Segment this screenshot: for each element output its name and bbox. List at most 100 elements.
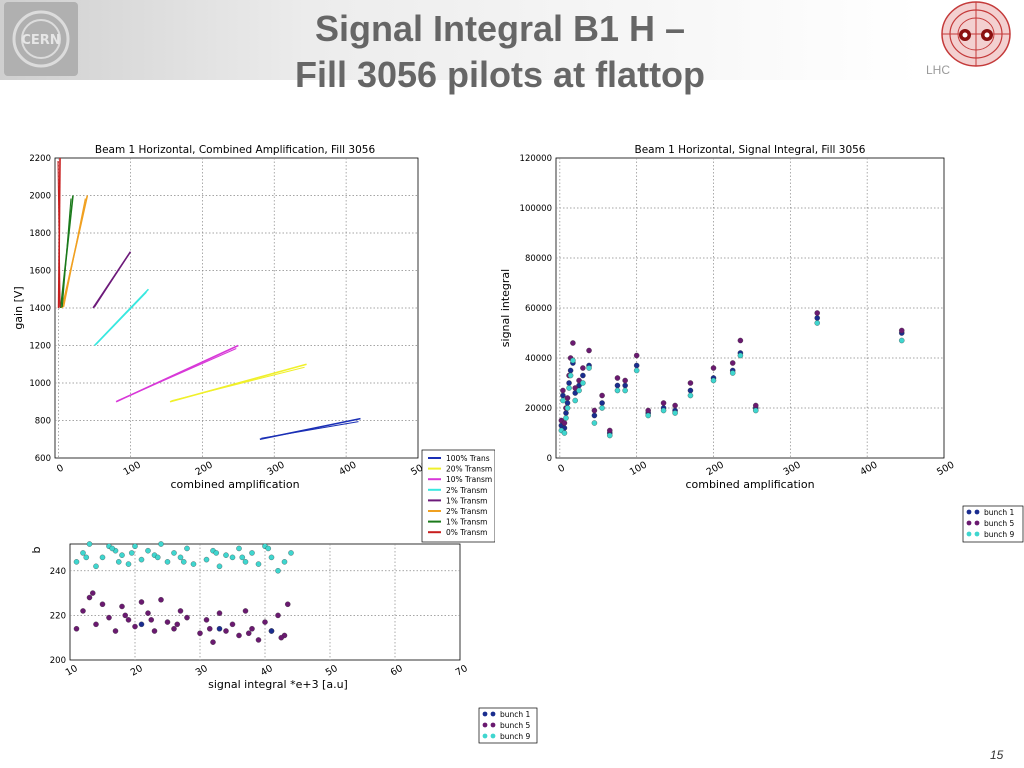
data-point xyxy=(229,621,236,628)
y-tick-label: 100000 xyxy=(520,204,552,214)
data-point xyxy=(275,568,281,574)
y-tick-label: 220 xyxy=(50,611,66,621)
y-tick-label: 1200 xyxy=(29,342,51,352)
data-point xyxy=(599,405,605,411)
data-point xyxy=(138,621,145,628)
x-tick-label: 20 xyxy=(129,663,145,679)
x-axis-label: signal integral *e+3 [a.u] xyxy=(208,678,348,691)
data-point xyxy=(125,561,132,567)
data-point xyxy=(216,626,223,632)
data-point xyxy=(171,550,177,556)
data-point xyxy=(560,387,566,394)
data-point xyxy=(622,387,628,394)
legend-marker xyxy=(490,733,496,739)
data-point xyxy=(580,372,586,379)
data-point xyxy=(567,372,574,379)
data-point xyxy=(660,400,667,406)
data-point xyxy=(213,550,219,556)
x-tick-labels: 0 100 200 300 400 500 xyxy=(55,460,430,479)
title-line-2: Fill 3056 pilots at flattop xyxy=(294,54,706,95)
data-point xyxy=(177,608,184,614)
data-point xyxy=(561,420,568,426)
data-point xyxy=(99,554,106,561)
data-point xyxy=(262,619,268,625)
data-point xyxy=(281,559,288,565)
y-axis-label: gain [V] xyxy=(12,286,25,329)
data-point xyxy=(177,554,184,561)
chart-title: Beam 1 Horizontal, Combined Amplificatio… xyxy=(95,144,376,156)
legend-label: 0% Transm xyxy=(446,528,487,537)
data-point xyxy=(210,639,216,645)
data-point xyxy=(687,392,694,399)
legend: bunch 1 bunch 5 bunch 9 xyxy=(478,707,538,744)
data-point xyxy=(236,632,242,639)
series-line-return xyxy=(94,254,129,308)
grid xyxy=(556,158,944,458)
data-point xyxy=(119,552,125,558)
data-point xyxy=(633,362,640,369)
y-tick-label: 1800 xyxy=(29,229,51,239)
legend-box xyxy=(962,505,1024,543)
x-tick-label: 60 xyxy=(389,663,405,679)
data-point xyxy=(710,365,717,371)
legend-box xyxy=(421,449,495,543)
data-point xyxy=(622,382,628,389)
data-point xyxy=(275,612,281,619)
data-point xyxy=(288,550,294,556)
data-point xyxy=(560,397,566,404)
gain-chart: Beam 1 Horizontal, Combined Amplificatio… xyxy=(12,144,495,543)
legend-marker xyxy=(966,531,972,537)
y-tick-label: 200 xyxy=(50,656,66,666)
data-point xyxy=(814,315,820,321)
data-point xyxy=(563,415,569,421)
data-point xyxy=(814,320,820,326)
data-point xyxy=(687,387,694,394)
data-point xyxy=(122,612,129,619)
series-line-return xyxy=(61,198,72,308)
series-line-return xyxy=(95,291,147,345)
data-point xyxy=(145,610,151,616)
page-title: Signal Integral B1 H – Fill 3056 pilots … xyxy=(200,6,800,98)
legend-label: 100% Trans xyxy=(446,454,490,463)
legend-label: 10% Transm xyxy=(446,475,492,484)
data-point xyxy=(164,619,171,625)
y-tick-labels: 0 20000 40000 60000 80000 100000 120000 xyxy=(520,154,552,464)
data-point xyxy=(572,397,578,404)
data-point xyxy=(737,337,744,344)
data-point xyxy=(633,352,640,359)
data-point xyxy=(737,352,744,359)
data-point xyxy=(249,626,255,632)
x-tick-label: 30 xyxy=(194,663,210,679)
x-tick-label: 200 xyxy=(194,460,215,479)
data-point xyxy=(206,626,213,632)
y-axis-label: b xyxy=(30,546,43,553)
data-point xyxy=(576,387,582,394)
series-layer xyxy=(57,157,361,441)
y-tick-label: 600 xyxy=(35,454,51,464)
x-tick-label: 40 xyxy=(259,663,275,679)
y-tick-label: 0 xyxy=(547,454,552,464)
y-tick-label: 40000 xyxy=(525,354,552,364)
legend-label: bunch 5 xyxy=(500,721,531,730)
data-point xyxy=(80,608,86,614)
data-point xyxy=(898,327,905,334)
data-point xyxy=(138,599,145,605)
data-point xyxy=(255,561,262,567)
data-point xyxy=(576,377,582,384)
data-point xyxy=(138,556,145,563)
y-tick-label: 2000 xyxy=(29,192,51,202)
data-point xyxy=(572,385,578,391)
data-point xyxy=(614,387,621,394)
data-point xyxy=(710,377,717,384)
data-point xyxy=(171,626,177,632)
data-point xyxy=(599,392,605,399)
data-point xyxy=(125,617,132,623)
data-point xyxy=(561,430,568,436)
data-point xyxy=(90,590,96,596)
series-line-return xyxy=(171,366,305,402)
legend-label: 1% Transm xyxy=(446,518,487,527)
data-point xyxy=(184,545,190,552)
data-point xyxy=(128,550,135,556)
x-tick-label: 100 xyxy=(628,460,649,479)
